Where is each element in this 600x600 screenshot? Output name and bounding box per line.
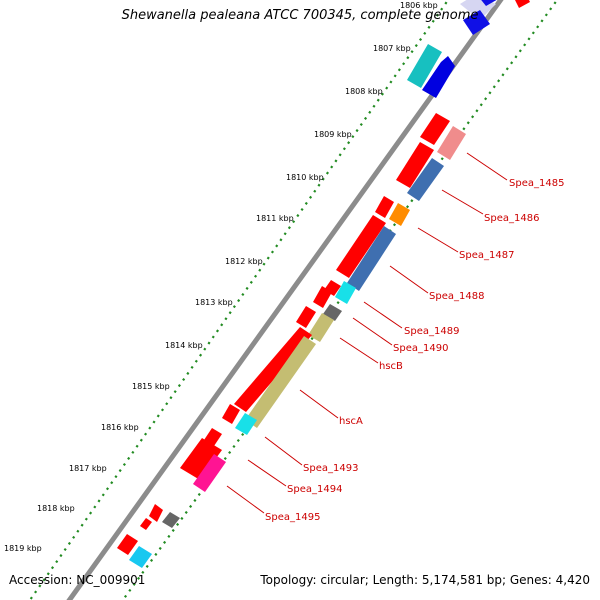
gene-block-bottom-cyan — [129, 546, 152, 568]
tick-label: 1808 kbp — [345, 87, 383, 96]
gene-block-red-2 — [375, 196, 394, 218]
gene-block-red-1 — [396, 142, 434, 188]
gene-block-red-8 — [222, 404, 240, 424]
gene-block-1486-blue — [407, 158, 444, 201]
gene-block-red-9 — [180, 438, 222, 480]
gene-block-red-13 — [117, 534, 138, 555]
gene-block-red-11 — [149, 504, 163, 522]
tick-label: 1806 kbp — [400, 1, 438, 10]
gene-block-red-12 — [140, 518, 152, 530]
gene-block-1493-cyan — [235, 413, 257, 435]
tick-label: 1817 kbp — [69, 464, 107, 473]
outer-dot-track — [29, 0, 450, 600]
map-title: Shewanella pealeana ATCC 700345, complet… — [121, 8, 479, 23]
tick-label: 1816 kbp — [101, 423, 139, 432]
genome-stats-text: Topology: circular; Length: 5,174,581 bp… — [260, 573, 590, 587]
gene-block-1494-magenta — [193, 454, 226, 492]
genome-backbone — [66, 0, 504, 600]
gene-block-hscb-olive — [308, 313, 334, 342]
gene-label: Spea_1487 — [459, 250, 514, 261]
gene-block-red-6 — [296, 306, 316, 328]
tick-label: 1818 kbp — [37, 504, 75, 513]
gene-label: Spea_1485 — [509, 178, 564, 189]
gene-block-1495-gray — [162, 512, 180, 528]
gene-block-red-3 — [336, 215, 386, 278]
tick-label: 1815 kbp — [132, 382, 170, 391]
tick-label: 1807 kbp — [373, 44, 411, 53]
gene-block-hsca-olive — [245, 336, 316, 428]
gene-block-top-blue — [463, 10, 490, 35]
gene-block-1489-cyan — [335, 281, 356, 304]
gene-label: hscA — [339, 416, 363, 427]
tick-label: 1812 kbp — [225, 257, 263, 266]
gene-block-top-red — [515, 0, 530, 8]
accession-text: Accession: NC_009901 — [9, 573, 146, 587]
gene-block-1488-blue — [347, 226, 396, 291]
tick-label: 1810 kbp — [286, 173, 324, 182]
gene-label: Spea_1488 — [429, 291, 484, 302]
gene-block-blue — [422, 56, 455, 98]
gene-block-1487-orange — [389, 203, 410, 226]
gene-label: Spea_1494 — [287, 484, 342, 495]
gene-block-1485-pink — [437, 126, 466, 160]
gene-block-red-5 — [324, 280, 341, 296]
gene-block-red-7 — [234, 327, 312, 412]
gene-label: Spea_1489 — [404, 326, 459, 337]
gene-label: Spea_1490 — [393, 343, 448, 354]
tick-label: 1819 kbp — [4, 544, 42, 553]
gene-block-red-10 — [204, 428, 222, 446]
gene-block-1485-red — [420, 113, 450, 145]
tick-label: 1813 kbp — [195, 298, 233, 307]
gene-block-top-blue2 — [481, 0, 497, 6]
inner-dot-track — [121, 0, 559, 600]
tick-label: 1809 kbp — [314, 130, 352, 139]
gene-block-teal — [407, 44, 442, 88]
gene-label: Spea_1493 — [303, 463, 358, 474]
gene-label-leaders — [226, 152, 508, 514]
tick-label: 1814 kbp — [165, 341, 203, 350]
tick-label: 1811 kbp — [256, 214, 294, 223]
gene-label: Spea_1495 — [265, 512, 320, 523]
gene-label: hscB — [379, 361, 403, 372]
gene-label: Spea_1486 — [484, 213, 539, 224]
